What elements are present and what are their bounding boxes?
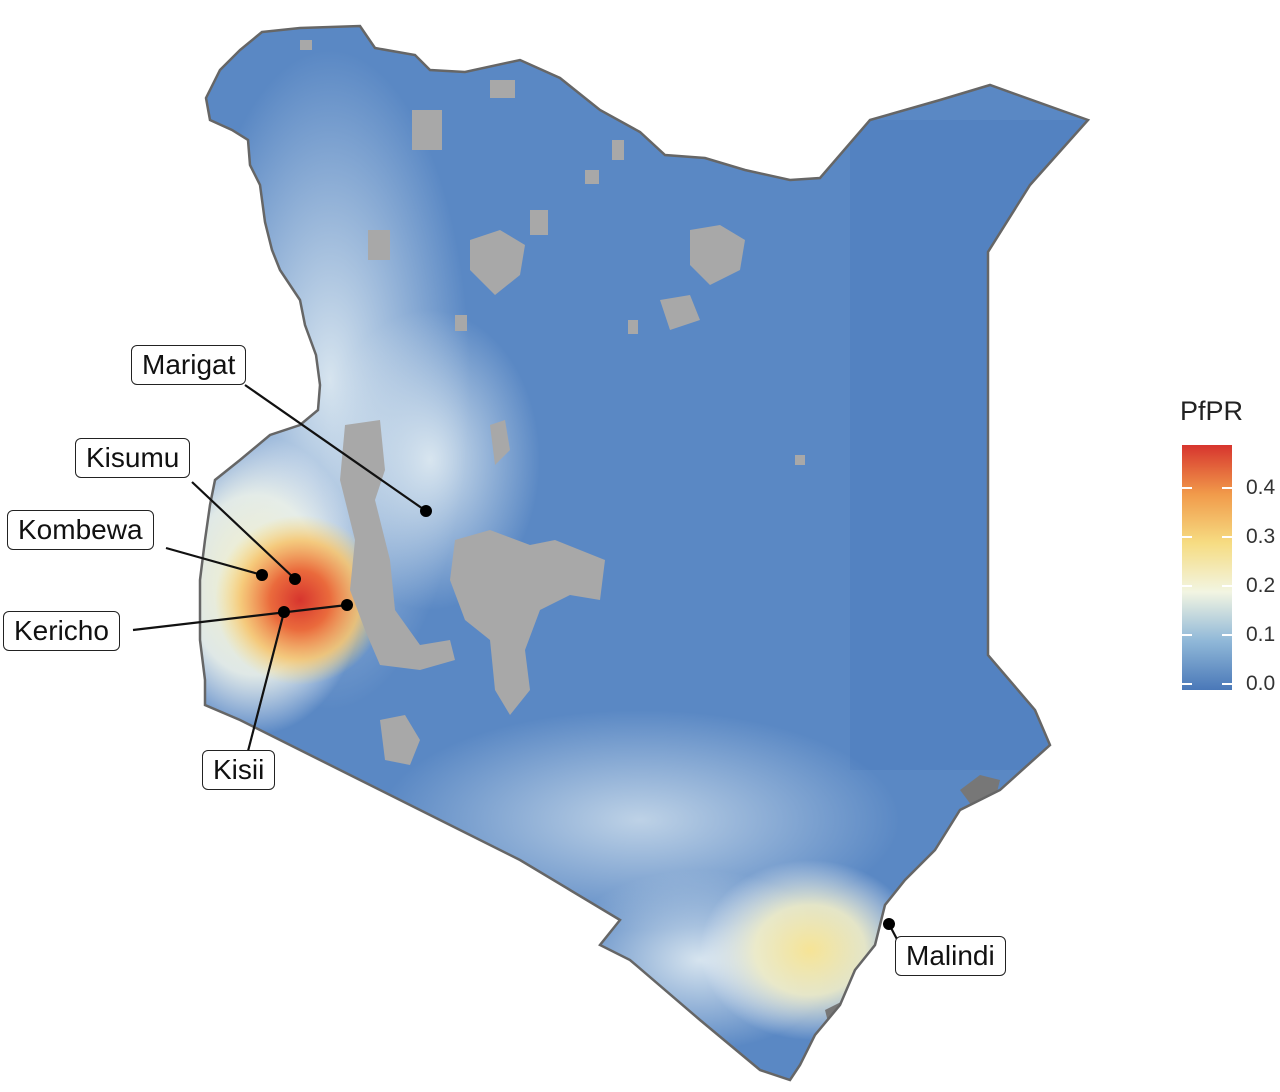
site-markers [256,505,895,930]
site-label-marigat: Marigat [131,345,247,385]
legend-title: PfPR [1180,396,1244,426]
leader-lines [132,384,901,946]
leader-line-kombewa [165,546,263,577]
site-label-kisumu: Kisumu [75,438,191,478]
site-label-malindi: Malindi [895,936,1006,976]
marker-marigat [420,505,432,517]
marker-kisii [278,606,290,618]
leader-line-kericho [132,603,348,632]
legend-tick-0-1: 0.1 [1246,623,1276,646]
site-label-kisii: Kisii [202,750,276,790]
marker-kericho [341,599,353,611]
site-label-kombewa: Kombewa [7,510,154,550]
coastal-prevalence-zone [700,860,920,1040]
lake-victoria-hotspot [215,515,385,685]
legend-colorbar [1182,445,1232,690]
marker-kombewa [256,569,268,581]
legend-tick-0-2: 0.2 [1246,574,1276,597]
marker-kisumu [289,573,301,585]
leader-line-kisii [245,611,286,756]
kenya-border [198,24,1091,1082]
leader-line-kisumu [191,481,296,580]
legend-tick-0-3: 0.3 [1246,525,1276,548]
no-data-regions [300,40,805,765]
site-label-kericho: Kericho [3,611,120,651]
legend-tick-0-4: 0.4 [1246,476,1276,499]
legend-tick-0-0: 0.0 [1246,672,1276,695]
leader-line-marigat [244,384,427,512]
marker-malindi [883,918,895,930]
